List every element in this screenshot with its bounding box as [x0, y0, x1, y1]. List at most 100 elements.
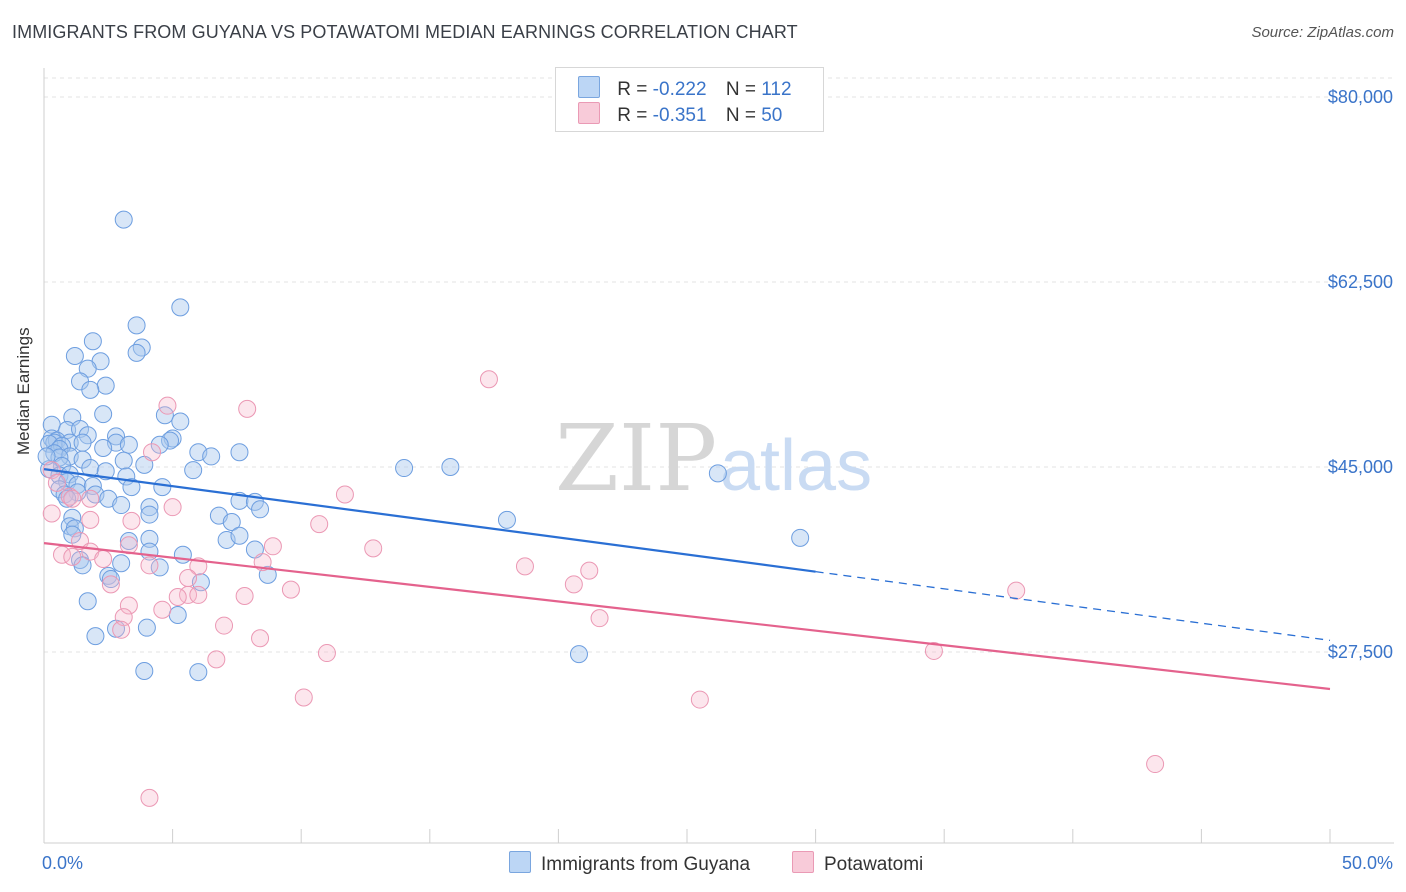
axes	[43, 68, 1394, 844]
legend-row-guyana: R = -0.222 N = 112	[578, 76, 792, 100]
point-potawatomi	[60, 487, 79, 506]
legend-swatch-potawatomi	[578, 102, 600, 124]
point-guyana	[94, 438, 113, 457]
point-guyana	[230, 443, 249, 462]
point-guyana	[63, 525, 82, 544]
y-tick-label: $27,500	[1328, 642, 1393, 662]
point-guyana	[173, 545, 192, 564]
bottom-legend-label-guyana: Immigrants from Guyana	[541, 854, 751, 875]
trend-line-guyana	[43, 468, 816, 573]
legend-r-label: R =	[617, 105, 648, 126]
point-potawatomi	[140, 556, 159, 575]
point-guyana	[202, 447, 221, 466]
bottom-legend-label-potawatomi: Potawatomi	[824, 854, 924, 875]
correlation-legend: R = -0.222 N = 112 R = -0.351 N = 50	[555, 67, 824, 132]
point-guyana	[119, 532, 138, 550]
point-guyana	[230, 526, 249, 545]
bottom-legend-guyana: Immigrants from Guyana	[509, 851, 750, 876]
bottom-legend-potawatomi: Potawatomi	[792, 851, 923, 876]
point-potawatomi	[1146, 755, 1165, 774]
point-potawatomi	[515, 557, 534, 576]
legend-r-label: R =	[617, 79, 648, 100]
source-label: Source: ZipAtlas.com	[1251, 24, 1394, 41]
point-guyana	[114, 210, 133, 229]
point-potawatomi	[47, 473, 66, 492]
y-tick-label: $45,000	[1328, 457, 1393, 477]
point-potawatomi	[153, 600, 172, 619]
point-potawatomi	[189, 585, 208, 604]
point-potawatomi	[251, 629, 270, 648]
legend-n-value: 50	[761, 105, 783, 126]
point-potawatomi	[158, 396, 177, 415]
y-tick-label: $62,500	[1328, 272, 1393, 292]
watermark: ZIP atlas	[555, 405, 872, 512]
point-potawatomi	[294, 688, 313, 707]
trend-line-potawatomi	[43, 542, 1331, 691]
point-potawatomi	[281, 580, 300, 599]
point-potawatomi	[94, 549, 113, 568]
legend-n-label: N =	[725, 105, 756, 126]
trend-lines	[43, 468, 1331, 691]
legend-r-value: -0.222	[652, 79, 707, 100]
point-guyana	[119, 435, 138, 454]
point-potawatomi	[238, 399, 257, 418]
point-guyana	[73, 433, 92, 452]
point-potawatomi	[317, 644, 336, 663]
point-guyana	[135, 662, 154, 681]
point-potawatomi	[163, 498, 182, 517]
legend-row-potawatomi: R = -0.351 N = 50	[578, 102, 782, 126]
point-guyana	[395, 459, 414, 478]
point-guyana	[251, 500, 270, 519]
point-potawatomi	[63, 489, 82, 508]
point-guyana	[71, 419, 90, 438]
point-potawatomi	[179, 569, 198, 587]
point-guyana	[150, 435, 169, 454]
point-potawatomi	[263, 537, 282, 556]
point-guyana	[101, 570, 120, 589]
point-potawatomi	[564, 575, 583, 594]
point-guyana	[222, 512, 241, 531]
point-potawatomi	[924, 641, 943, 660]
point-potawatomi	[42, 504, 61, 523]
point-guyana	[161, 431, 180, 450]
point-potawatomi	[690, 690, 709, 709]
point-potawatomi	[590, 609, 609, 628]
watermark-zip: ZIP	[555, 405, 717, 512]
point-guyana	[114, 451, 133, 470]
point-potawatomi	[310, 515, 329, 534]
point-potawatomi	[143, 443, 162, 462]
point-potawatomi	[215, 616, 234, 635]
point-potawatomi	[335, 485, 354, 504]
point-potawatomi	[1007, 581, 1026, 600]
data-points	[37, 210, 1165, 807]
point-guyana	[81, 380, 100, 399]
point-guyana	[53, 436, 72, 455]
point-guyana	[112, 496, 131, 515]
point-potawatomi	[112, 620, 131, 639]
point-potawatomi	[81, 489, 100, 508]
bottom-legend-swatch-guyana	[509, 851, 531, 873]
point-guyana	[127, 343, 146, 362]
legend-n-label: N =	[725, 79, 756, 100]
point-guyana	[132, 338, 151, 357]
point-guyana	[153, 478, 172, 497]
x-tick-label: 0.0%	[42, 853, 83, 873]
point-guyana	[112, 554, 131, 573]
point-guyana	[65, 347, 84, 365]
point-guyana	[184, 461, 203, 480]
legend-n-value: 112	[761, 79, 792, 100]
point-potawatomi	[122, 511, 141, 530]
point-guyana	[37, 447, 56, 466]
y-tick-label: $80,000	[1328, 87, 1393, 107]
point-potawatomi	[168, 588, 187, 607]
point-guyana	[140, 498, 159, 517]
legend-r-value: -0.351	[652, 105, 707, 126]
point-guyana	[83, 332, 102, 351]
legend-swatch-guyana	[578, 76, 600, 98]
point-guyana	[569, 645, 588, 664]
point-guyana	[140, 529, 159, 548]
point-potawatomi	[235, 586, 254, 605]
point-potawatomi	[207, 650, 226, 669]
point-guyana	[137, 618, 156, 637]
